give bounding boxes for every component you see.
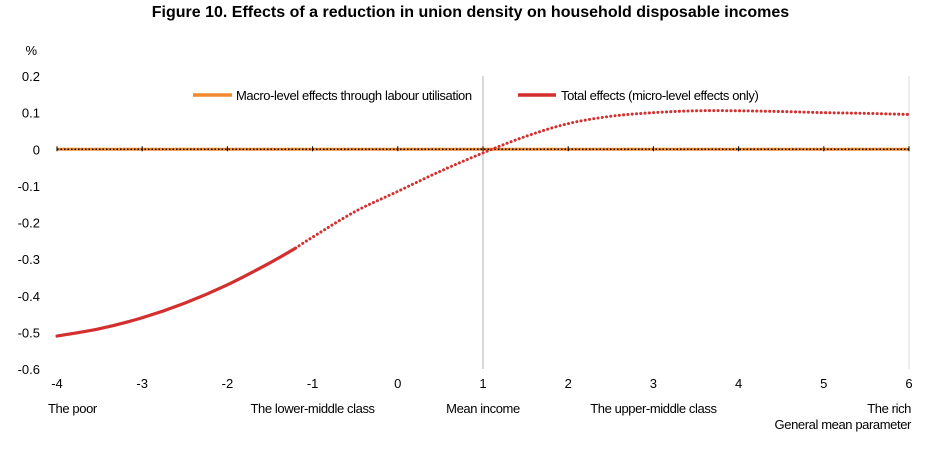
- y-tick-label: -0.5: [18, 325, 40, 340]
- category-label: The poor: [48, 401, 98, 416]
- x-tick-label: -4: [51, 376, 63, 391]
- y-tick-label: -0.1: [18, 179, 40, 194]
- y-tick-label: 0.1: [22, 106, 40, 121]
- category-label: The upper-middle class: [590, 401, 717, 416]
- x-tick-label: 2: [565, 376, 572, 391]
- x-tick-label: 6: [905, 376, 912, 391]
- series-line-total-solid: [55, 246, 298, 338]
- x-tick-label: 5: [820, 376, 827, 391]
- y-tick-label: 0.2: [22, 69, 40, 84]
- chart-title: Figure 10. Effects of a reduction in uni…: [151, 4, 790, 21]
- category-label: Mean income: [446, 401, 520, 416]
- y-tick-label: 0: [33, 142, 40, 157]
- x-tick-label: 3: [650, 376, 657, 391]
- legend-label-total: Total effects (micro-level effects only): [561, 88, 758, 103]
- y-tick-label: -0.4: [18, 289, 40, 304]
- category-label: The lower-middle class: [251, 401, 376, 416]
- x-tick-label: -3: [136, 376, 148, 391]
- x-tick-label: 0: [394, 376, 401, 391]
- y-tick-label: -0.6: [18, 362, 40, 377]
- legend-label-macro: Macro-level effects through labour utili…: [236, 88, 472, 103]
- x-axis-label: General mean parameter: [775, 417, 913, 432]
- category-label: The rich: [867, 401, 911, 416]
- y-tick-label: -0.2: [18, 216, 40, 231]
- y-axis-unit-label: %: [25, 43, 37, 58]
- x-tick-label: 1: [479, 376, 486, 391]
- series-line-total-dotted: [294, 109, 911, 250]
- x-tick-label: -2: [222, 376, 234, 391]
- x-tick-label: 4: [735, 376, 742, 391]
- y-tick-label: -0.3: [18, 252, 40, 267]
- x-tick-label: -1: [307, 376, 319, 391]
